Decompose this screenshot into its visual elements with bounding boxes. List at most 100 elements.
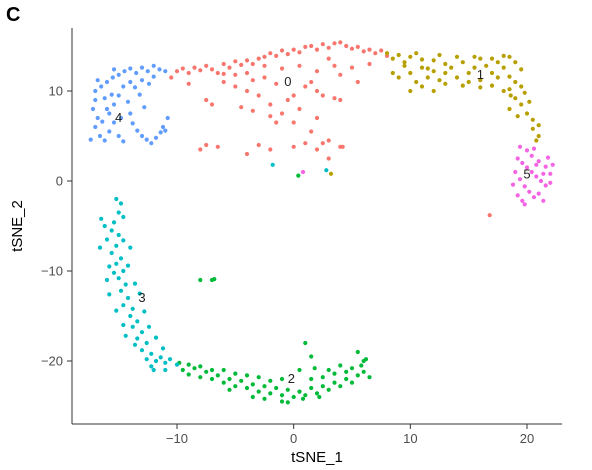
data-point-cluster-0 <box>262 75 267 80</box>
data-point-cluster-2 <box>355 349 360 355</box>
data-point-cluster-0 <box>314 69 320 74</box>
data-point-cluster-0 <box>279 66 285 71</box>
data-point-stray <box>487 213 492 218</box>
x-ticks: −10 0 10 20 <box>166 424 534 446</box>
data-point-cluster-3 <box>167 357 173 362</box>
data-point-cluster-2 <box>198 375 203 380</box>
data-point-cluster-0 <box>274 81 279 86</box>
data-point-cluster-5 <box>531 195 537 200</box>
data-point-cluster-2 <box>256 375 261 380</box>
data-point-cluster-2 <box>344 369 349 374</box>
x-tick-label: −10 <box>166 431 188 446</box>
data-point-cluster-0 <box>244 70 250 76</box>
data-point-cluster-2 <box>209 376 215 382</box>
data-point-cluster-2 <box>314 391 320 396</box>
data-point-cluster-2 <box>186 362 191 367</box>
data-point-cluster-4 <box>135 128 140 133</box>
data-point-cluster-4 <box>157 67 162 72</box>
data-point-cluster-2 <box>204 369 209 374</box>
data-point-cluster-0 <box>285 52 290 57</box>
axes <box>71 28 562 425</box>
data-point-cluster-0 <box>221 71 226 76</box>
data-point-cluster-1 <box>513 96 518 101</box>
cluster-label-5: 5 <box>523 167 530 182</box>
data-point-cluster-4 <box>95 78 100 83</box>
data-point-cluster-0 <box>192 65 197 70</box>
data-points <box>88 40 555 405</box>
data-point-cluster-1 <box>489 70 495 76</box>
data-point-cluster-3 <box>139 330 145 335</box>
data-point-cluster-4 <box>149 141 154 146</box>
data-point-cluster-1 <box>437 52 442 58</box>
data-point-cluster-3 <box>128 313 133 319</box>
data-point-cluster-1 <box>425 75 430 80</box>
data-point-cluster-4 <box>99 84 104 89</box>
x-tick-label: 0 <box>290 431 297 446</box>
data-point-cluster-3 <box>109 228 114 233</box>
data-point-cluster-0 <box>174 69 180 74</box>
data-point-cluster-3 <box>144 357 149 362</box>
data-point-cluster-0 <box>314 147 320 152</box>
data-point-cluster-2 <box>326 387 331 392</box>
data-point-cluster-2 <box>309 376 314 382</box>
data-point-cluster-1 <box>472 65 477 70</box>
data-point-cluster-1 <box>466 70 471 76</box>
data-point-cluster-1 <box>489 83 495 88</box>
data-point-cluster-1 <box>515 114 520 119</box>
data-point-cluster-5 <box>534 174 539 179</box>
data-point-cluster-0 <box>250 108 255 113</box>
data-point-cluster-4 <box>121 139 126 144</box>
data-point-cluster-3 <box>125 295 131 301</box>
data-point-stray <box>296 173 301 178</box>
data-point-cluster-2 <box>268 391 273 396</box>
data-point-cluster-4 <box>118 115 124 121</box>
data-point-cluster-4 <box>93 124 98 130</box>
data-point-cluster-2 <box>285 400 290 405</box>
data-point-cluster-0 <box>326 45 331 50</box>
data-point-cluster-2 <box>221 367 226 373</box>
data-point-cluster-0 <box>268 147 273 152</box>
data-point-cluster-1 <box>419 65 425 70</box>
data-point-cluster-5 <box>529 153 534 158</box>
data-point-cluster-2 <box>279 393 285 398</box>
data-point-cluster-1 <box>437 78 442 83</box>
data-point-cluster-3 <box>109 250 114 256</box>
data-point-cluster-2 <box>227 387 232 392</box>
data-point-cluster-0 <box>314 47 320 52</box>
data-point-cluster-0 <box>244 58 250 63</box>
data-point-cluster-0 <box>256 56 261 61</box>
data-point-cluster-3 <box>102 223 107 229</box>
data-point-cluster-1 <box>507 87 512 92</box>
data-point-cluster-1 <box>519 67 524 72</box>
data-point-cluster-0 <box>250 78 255 83</box>
data-point-cluster-0 <box>367 61 372 67</box>
data-point-cluster-5 <box>517 144 523 149</box>
data-point-cluster-3 <box>104 237 110 242</box>
data-point-cluster-3 <box>158 355 163 360</box>
data-point-cluster-4 <box>100 119 105 124</box>
data-point-cluster-4 <box>97 133 103 139</box>
data-point-cluster-1 <box>508 93 513 98</box>
data-point-cluster-3 <box>104 277 110 283</box>
y-tick-label: −20 <box>41 354 63 369</box>
data-point-cluster-1 <box>414 51 419 56</box>
data-point-cluster-0 <box>239 62 244 67</box>
data-point-cluster-3 <box>111 270 117 275</box>
data-point-cluster-3 <box>123 333 128 338</box>
data-point-cluster-4 <box>111 120 117 125</box>
data-point-cluster-1 <box>524 111 530 116</box>
data-point-cluster-2 <box>303 393 308 398</box>
data-point-cluster-3 <box>114 196 119 202</box>
data-point-cluster-0 <box>180 66 185 71</box>
data-point-cluster-0 <box>221 79 226 85</box>
data-point-cluster-3 <box>135 319 140 324</box>
data-point-cluster-2 <box>349 380 355 385</box>
data-point-cluster-2 <box>326 367 331 373</box>
data-point-cluster-0 <box>256 142 261 148</box>
data-point-cluster-2 <box>291 394 296 400</box>
data-point-cluster-0 <box>279 111 285 116</box>
data-point-cluster-1 <box>431 69 436 74</box>
data-point-cluster-1 <box>396 52 401 58</box>
data-point-cluster-1 <box>536 123 541 128</box>
cluster-label-4: 4 <box>115 110 122 125</box>
